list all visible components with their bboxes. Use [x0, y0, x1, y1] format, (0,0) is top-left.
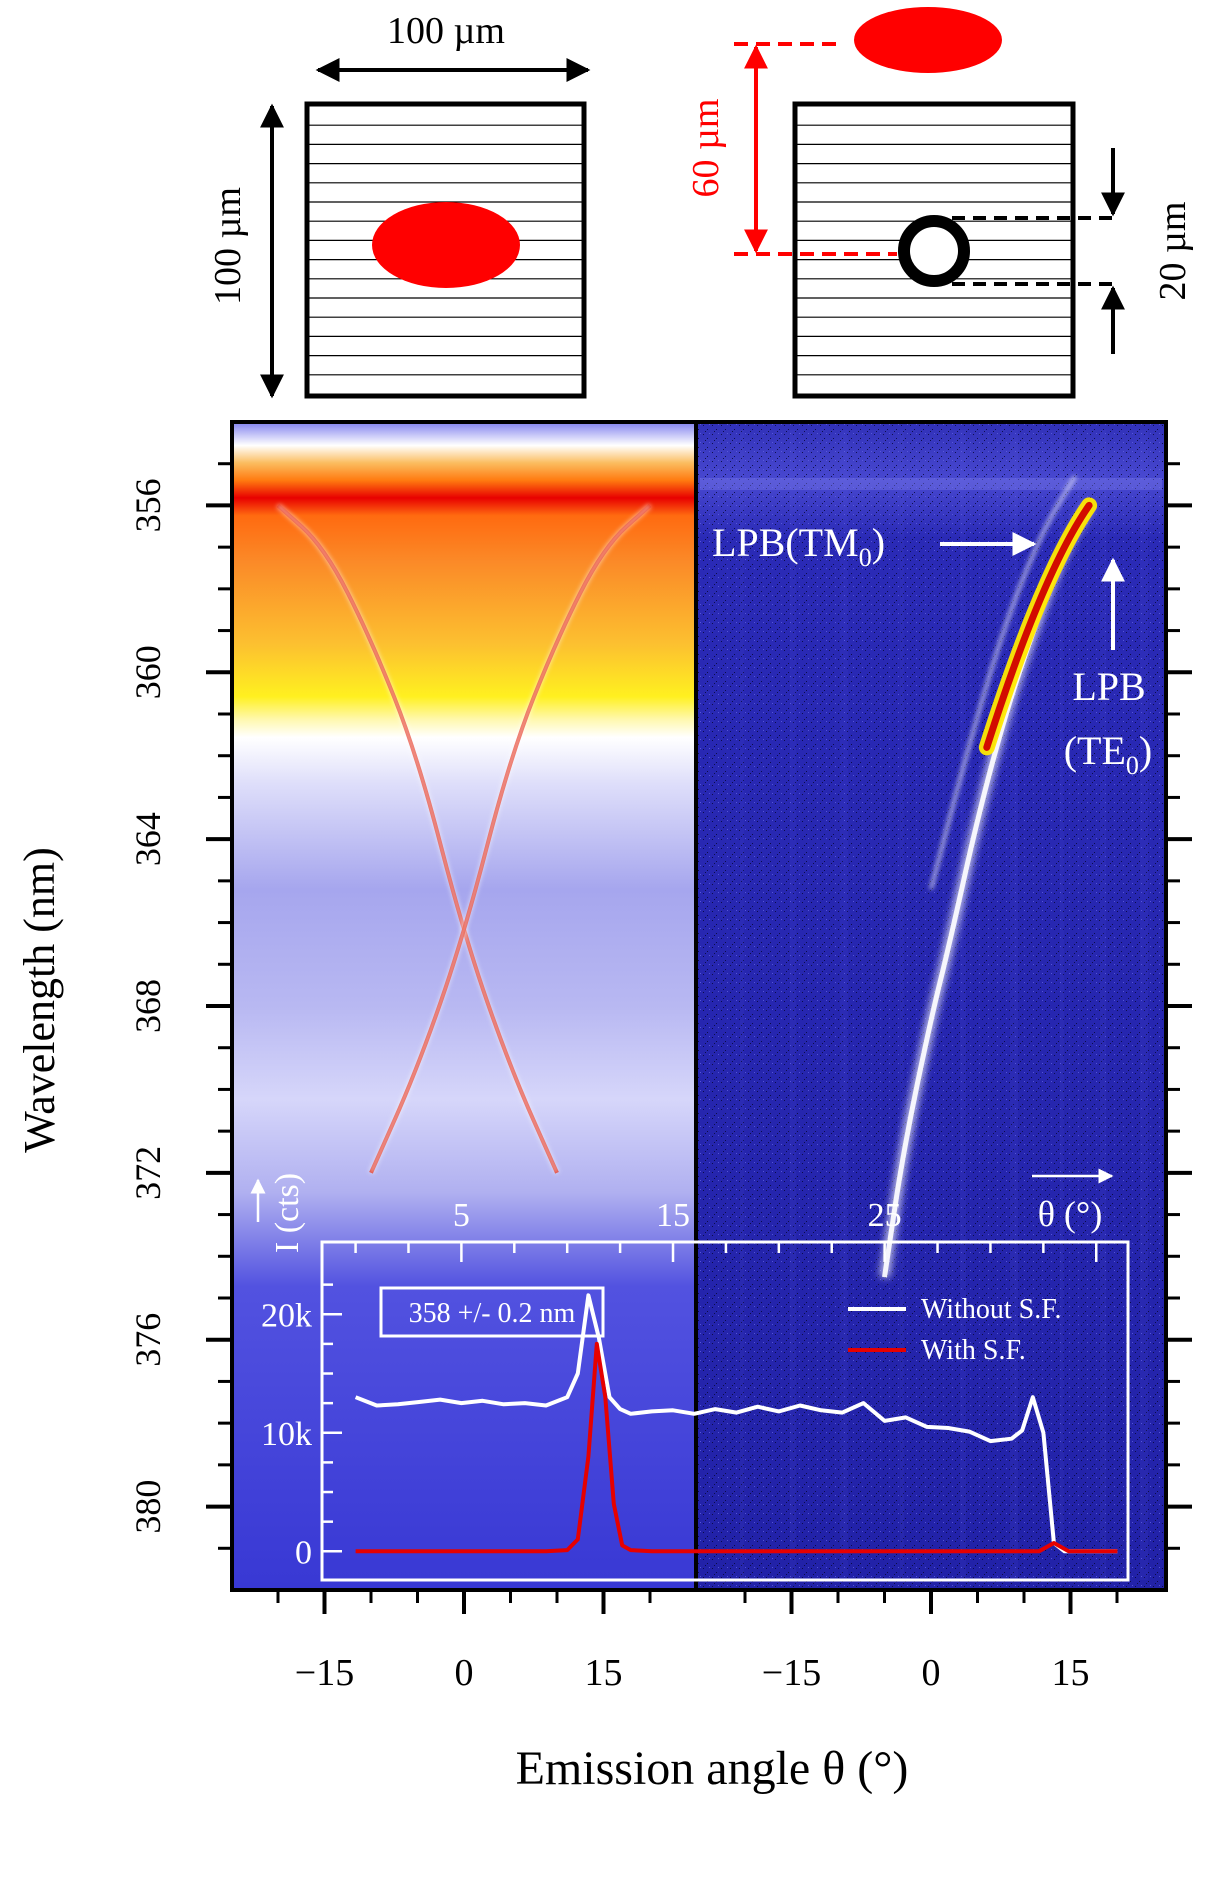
x-tick-label-right: 15: [1052, 1652, 1090, 1694]
x-tick-label-right: −15: [762, 1652, 821, 1694]
inset-x-tick-label: 5: [453, 1197, 470, 1234]
x-tick-label-right: 0: [922, 1652, 941, 1694]
spatial-filter-pinhole: [898, 215, 970, 287]
laser-spot-offset: [854, 7, 1002, 73]
axis-ticks: 356 360 364 368 372 376 380 −15 0 15 −15 0 15: [128, 462, 1192, 1694]
inset-x-label: θ (°): [1038, 1194, 1103, 1234]
inset-y-tick-label: 10k: [261, 1416, 312, 1453]
schematic-right: 60 µm 20 µm: [685, 7, 1194, 399]
legend-label-without: Without S.F.: [921, 1294, 1062, 1325]
detector-streak: [840, 430, 848, 1580]
x-tick-label-left: −15: [295, 1652, 354, 1694]
inset: 5 15 25 0 10k 20k 358 +/- 0.2 nm I (cts) θ (°…: [250, 1168, 1130, 1582]
y-axis-title: Wavelength (nm): [15, 847, 64, 1153]
y-tick-label: 368: [128, 979, 168, 1033]
panel-left-background: [232, 422, 696, 1590]
main-plot: 356 360 364 368 372 376 380 −15 0 15 −15 0 15 Wavele…: [15, 420, 1192, 1795]
y-tick-label: 364: [128, 812, 168, 866]
detector-streak: [900, 430, 904, 1580]
x-tick-label-left: 15: [585, 1652, 623, 1694]
branch-crossing-branch-a: [276, 503, 560, 1174]
inset-ticks: 5 15 25 0 10k 20k: [261, 1197, 1098, 1571]
detector-streak: [1140, 430, 1148, 1580]
inset-wavelength-box: [379, 1286, 605, 1338]
inset-series: [354, 1293, 1118, 1554]
inset-y-tick-label: 20k: [261, 1297, 312, 1334]
y-tick-label: 380: [128, 1480, 168, 1534]
branch-te0-peak-core: [983, 501, 1093, 751]
dispersion-branches: [276, 475, 1098, 1278]
series-with-sf: [355, 1341, 1118, 1554]
lpb-tm-label: LPB(TM0): [712, 520, 885, 572]
width-label: 100 µm: [387, 10, 505, 52]
detector-streak: [1100, 430, 1106, 1580]
x-tick-label-left: 0: [455, 1652, 474, 1694]
lpb-te-label-line2: (TE0): [1064, 728, 1153, 780]
branch-crossing-branch-b: [368, 503, 652, 1174]
y-tick-label: 372: [128, 1146, 168, 1200]
legend-label-with: With S.F.: [921, 1335, 1026, 1366]
series-without-sf: [354, 1293, 1118, 1554]
y-tick-label: 356: [128, 478, 168, 532]
panel-right-streaks: [700, 430, 1162, 1580]
filter-size-label: 20 µm: [1152, 202, 1194, 301]
inset-y-tick-label: 0: [295, 1534, 312, 1571]
offset-label: 60 µm: [685, 99, 727, 198]
inset-y-label: I (cts): [269, 1173, 306, 1253]
detector-streak: [960, 430, 966, 1580]
schematic-left: 100 µm 100 µm: [207, 10, 591, 399]
branch-lpb-tm0: [929, 475, 1077, 890]
height-label: 100 µm: [207, 187, 249, 305]
inset-wavelength-label: 358 +/- 0.2 nm: [409, 1298, 576, 1329]
detector-streak: [1010, 430, 1018, 1580]
y-tick-label: 360: [128, 645, 168, 699]
x-axis-title: Emission angle θ (°): [516, 1742, 909, 1795]
detector-streak: [790, 430, 796, 1580]
laser-spot-left: [372, 202, 520, 288]
y-tick-label: 376: [128, 1313, 168, 1367]
inset-x-tick-label: 25: [868, 1197, 902, 1234]
inset-legend: Without S.F. With S.F.: [848, 1294, 1062, 1366]
lpb-te-label-line1: LPB: [1072, 664, 1145, 709]
detector-streak: [740, 430, 744, 1580]
exciton-band: [700, 478, 1162, 490]
inset-x-tick-label: 15: [656, 1197, 690, 1234]
detector-streak: [1060, 430, 1064, 1580]
